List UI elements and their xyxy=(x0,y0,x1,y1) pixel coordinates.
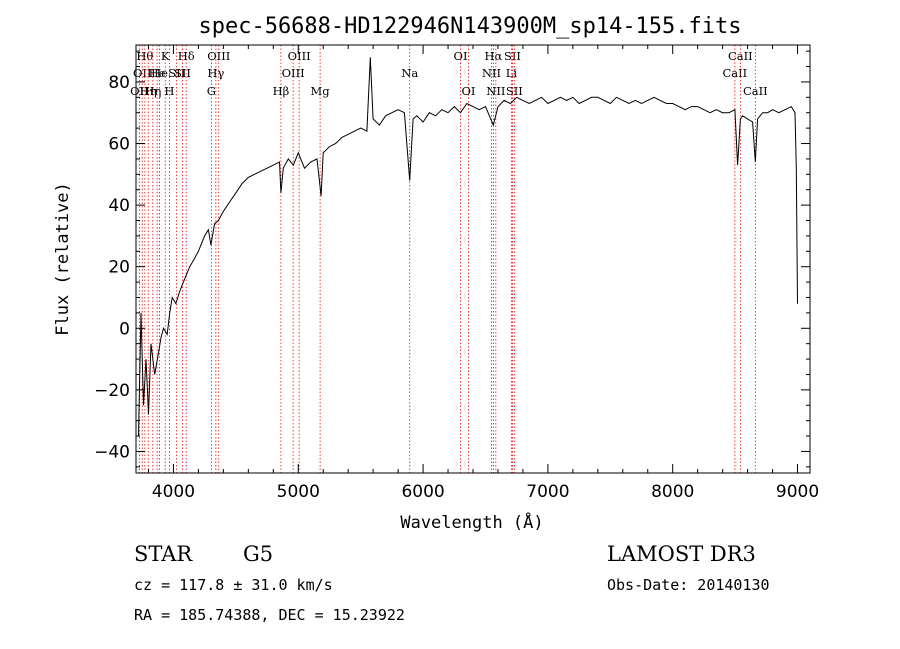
y-axis: −40 −20 0 20 40 60 80 xyxy=(94,50,810,468)
line-label: SII xyxy=(174,66,191,80)
line-label: OII xyxy=(133,66,152,80)
x-tick-label: 4000 xyxy=(152,482,195,502)
spectral-line-markers: OIIOIIHθHηHηHeHeKHSIISIIHδGHγOIIIHβOIIIO… xyxy=(130,45,768,473)
line-label: Hη xyxy=(144,84,161,98)
x-axis-label: Wavelength (Å) xyxy=(400,511,543,533)
coordinates: RA = 185.74388, DEC = 15.23922 xyxy=(134,606,405,624)
x-tick-label: 9000 xyxy=(776,482,819,502)
line-label: CaII xyxy=(722,66,747,80)
y-tick-label: −20 xyxy=(94,381,130,401)
x-tick-label: 5000 xyxy=(277,482,320,502)
line-label: Mg xyxy=(311,84,331,98)
line-label: Hα xyxy=(484,49,502,63)
line-label: OI xyxy=(454,49,468,63)
line-label: Hγ xyxy=(207,66,224,80)
line-label: CaII xyxy=(743,84,768,98)
line-label: OIII xyxy=(282,66,305,80)
line-label: Na xyxy=(401,66,418,80)
line-label: Hθ xyxy=(136,49,153,63)
line-label: OII xyxy=(130,84,149,98)
line-label: Hδ xyxy=(178,49,195,63)
line-label: SII xyxy=(168,66,185,80)
chart-title: spec-56688-HD122946N143900M_sp14-155.fit… xyxy=(198,14,741,39)
line-label: OI xyxy=(462,84,476,98)
line-label: OIII xyxy=(207,49,230,63)
line-label: Li xyxy=(506,66,518,80)
x-axis: 4000 5000 6000 7000 8000 9000 xyxy=(147,45,819,502)
line-label: NII xyxy=(486,84,505,98)
y-tick-label: 40 xyxy=(108,196,130,216)
line-label: H xyxy=(164,84,174,98)
line-label: SII xyxy=(504,49,521,63)
y-tick-label: 20 xyxy=(108,258,130,278)
y-tick-label: −40 xyxy=(94,442,130,462)
line-label: NII xyxy=(482,66,501,80)
line-label: Hβ xyxy=(273,84,290,98)
line-label: CaII xyxy=(728,49,753,63)
spectrum-line xyxy=(138,57,798,437)
redshift-info: cz = 117.8 ± 31.0 km/s xyxy=(134,576,333,594)
object-class: STAR xyxy=(134,542,193,566)
y-axis-label: Flux (relative) xyxy=(53,182,73,336)
survey-name: LAMOST DR3 xyxy=(607,542,756,566)
line-label: OIII xyxy=(288,49,311,63)
x-tick-label: 7000 xyxy=(526,482,569,502)
y-tick-label: 60 xyxy=(108,135,130,155)
line-label: K xyxy=(161,49,170,63)
line-label: He xyxy=(151,66,168,80)
plot-frame xyxy=(135,44,811,474)
x-tick-label: 6000 xyxy=(401,482,444,502)
object-subclass: G5 xyxy=(243,542,273,566)
line-label: He xyxy=(149,66,166,80)
x-tick-label: 8000 xyxy=(651,482,694,502)
line-label: SII xyxy=(506,84,523,98)
line-label: G xyxy=(207,84,216,98)
y-tick-label: 0 xyxy=(119,319,130,339)
obs-date: Obs-Date: 20140130 xyxy=(607,576,770,594)
y-tick-label: 80 xyxy=(108,73,130,93)
